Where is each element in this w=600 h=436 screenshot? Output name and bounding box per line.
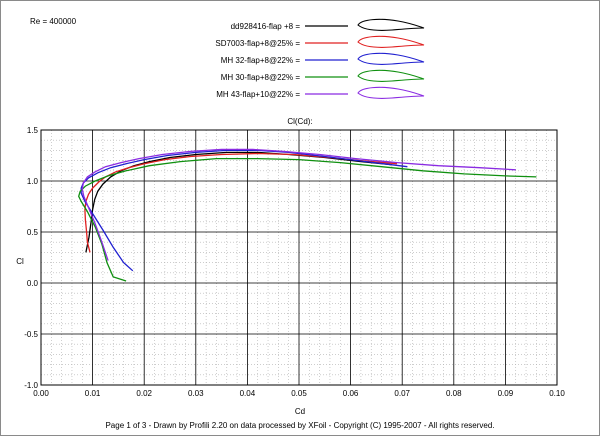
legend-label: MH 30-flap+8@22% = [221,73,301,82]
airfoil-icon [357,35,425,48]
y-tick-label: 0.5 [27,228,39,237]
x-tick-label: 0.07 [394,389,410,398]
chart-title: Cl(Cd): [287,117,312,126]
series-line [80,149,408,272]
y-tick-label: -0.5 [24,330,38,339]
x-tick-label: 0.04 [240,389,256,398]
y-axis-label: Cl [16,257,24,266]
x-tick-label: 0.09 [498,389,514,398]
series-line [78,157,537,282]
legend-label: MH 43-flap+10@22% = [216,90,300,99]
x-axis-label: Cd [295,407,305,416]
x-tick-label: 0.00 [33,389,49,398]
legend-label: SD7003-flap+8@25% = [215,39,300,48]
x-tick-label: 0.10 [549,389,565,398]
footer-text: Page 1 of 3 - Drawn by Profili 2.20 on d… [105,421,494,430]
x-tick-label: 0.03 [188,389,204,398]
x-tick-labels: 0.00 0.01 0.02 0.03 0.04 0.05 0.06 0.07 0.08 0.09… [33,389,565,398]
airfoil-icon [357,18,425,31]
y-tick-label: -1.0 [24,381,38,390]
legend-label: MH 32-flap+8@22% = [221,56,301,65]
reynolds-label: Re = 400000 [30,17,77,26]
airfoil-icon [357,52,425,65]
x-tick-label: 0.06 [343,389,359,398]
y-tick-label: 1.0 [27,177,39,186]
legend-label: dd928416-flap +8 = [231,22,301,31]
x-tick-label: 0.05 [291,389,307,398]
y-tick-label: 1.5 [27,126,39,135]
airfoil-icon [357,86,425,99]
x-tick-label: 0.01 [85,389,101,398]
y-tick-label: 0.0 [27,279,39,288]
x-tick-label: 0.02 [136,389,152,398]
series-layer [78,148,537,282]
airfoil-icon [357,69,425,82]
x-tick-label: 0.08 [446,389,462,398]
plot-area [40,129,558,386]
series-line [84,152,398,253]
series-line [81,148,516,261]
legend: dd928416-flap +8 = SD7003-flap+8@25% = MH … [215,18,425,99]
y-tick-labels: 1.5 1.0 0.5 0.0 -0.5 -1.0 [24,126,38,390]
